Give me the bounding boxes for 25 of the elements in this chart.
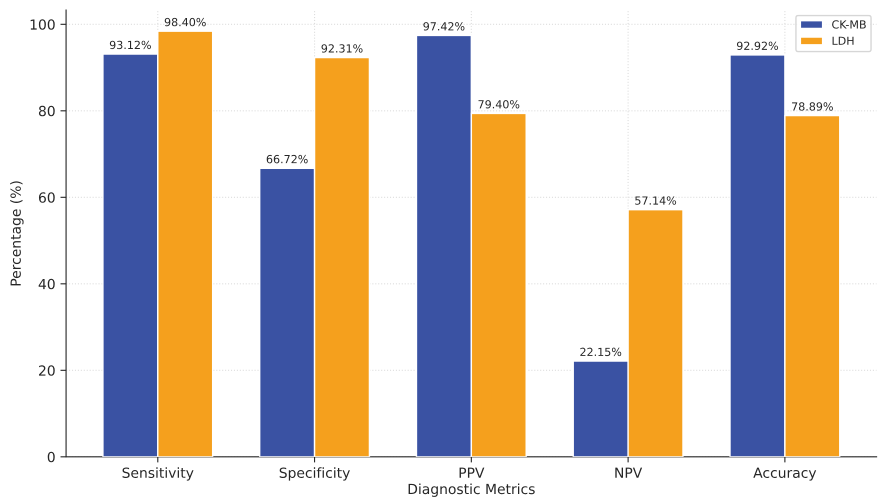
x-tick-label: Sensitivity xyxy=(122,467,194,481)
y-tick-label: 60 xyxy=(38,192,55,203)
data-label: 79.40% xyxy=(478,100,520,108)
data-label: 97.42% xyxy=(423,22,464,31)
data-label: 66.72% xyxy=(266,154,308,164)
y-axis-title: Percentage (%) xyxy=(10,181,24,286)
x-tick-label: NPV xyxy=(615,468,642,478)
x-tick-label: Specificity xyxy=(280,467,350,481)
x-tick-label: PPV xyxy=(460,468,484,478)
data-label: 98.40% xyxy=(164,18,206,26)
x-tick-label: Accuracy xyxy=(753,468,816,481)
y-tick-label: 80 xyxy=(38,106,55,116)
y-tick-label: 0 xyxy=(48,452,55,462)
legend-label: CK-MB xyxy=(832,20,866,29)
x-axis-title: Diagnostic Metrics xyxy=(408,483,535,497)
data-label: 92.31% xyxy=(322,44,363,53)
data-label: 92.92% xyxy=(736,42,778,50)
data-label: 22.15% xyxy=(580,348,622,356)
y-tick-label: 20 xyxy=(39,365,55,376)
legend-label: LDH xyxy=(832,36,854,45)
y-tick-label: 100 xyxy=(30,19,55,30)
data-label: 78.89% xyxy=(792,102,833,111)
data-label: 93.12% xyxy=(110,40,151,50)
y-tick-label: 40 xyxy=(38,278,55,290)
data-label: 57.14% xyxy=(635,196,676,205)
